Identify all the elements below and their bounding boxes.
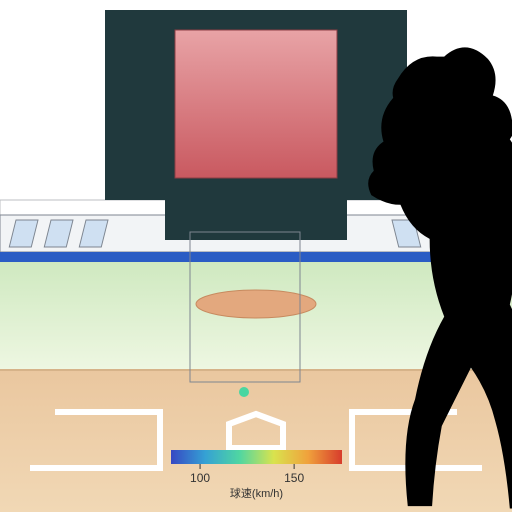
speed-colorbar	[171, 450, 342, 464]
pitch-dot	[239, 387, 249, 397]
pitch-location-figure: 100 150球速(km/h)	[0, 0, 512, 512]
pitchers-mound	[196, 290, 316, 318]
colorbar-axis-label: 球速(km/h)	[230, 486, 283, 500]
scoreboard-neck	[165, 200, 347, 240]
figure-svg: 100 150球速(km/h)	[0, 0, 512, 512]
colorbar-tick-label: 150	[284, 471, 304, 485]
scoreboard-screen	[175, 30, 337, 178]
colorbar-tick-label: 100	[190, 471, 210, 485]
